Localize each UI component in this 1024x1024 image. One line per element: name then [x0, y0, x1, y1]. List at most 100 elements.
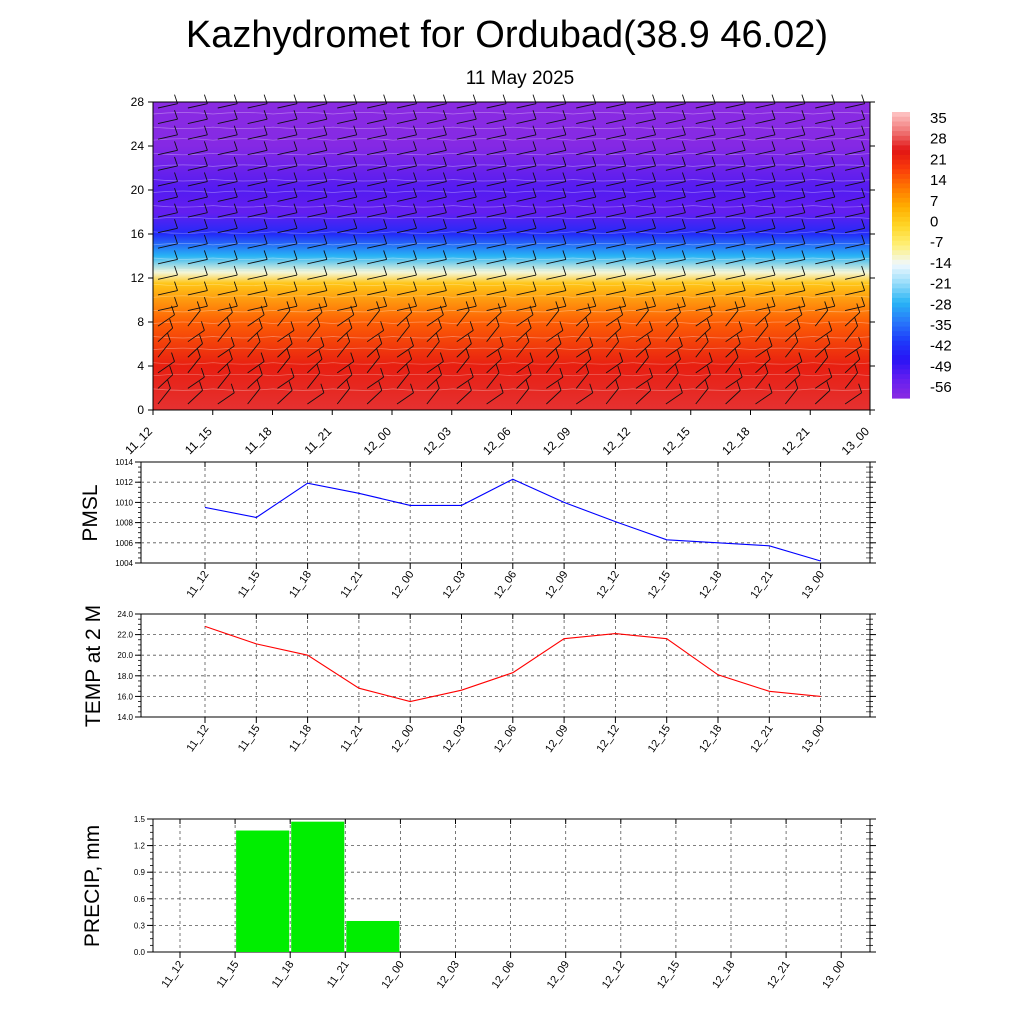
x-tick-label: 11_15	[236, 723, 263, 754]
colorbar-swatch	[892, 188, 910, 194]
y-tick-label: 1010	[115, 498, 133, 507]
colorbar-swatch	[892, 226, 910, 232]
colorbar-swatch	[892, 316, 910, 323]
colorbar-swatch	[892, 259, 910, 266]
heatmap-x-tick-label: 11_12	[122, 424, 155, 457]
colorbar-swatch	[892, 202, 910, 208]
colorbar-swatch	[892, 193, 910, 199]
heatmap-x-tick-label: 12_06	[480, 424, 514, 458]
colorbar-swatch	[892, 150, 910, 156]
x-tick-label: 11_21	[325, 959, 352, 990]
x-tick-label: 12_03	[435, 959, 462, 991]
heatmap-x-tick-label: 12_03	[420, 424, 454, 458]
colorbar-swatch	[892, 207, 910, 213]
x-tick-label: 13_00	[800, 723, 827, 755]
x-tick-label: 12_12	[594, 569, 621, 601]
x-tick-label: 12_18	[710, 959, 737, 991]
colorbar-label: -7	[930, 234, 943, 251]
y-tick-label: 16.0	[117, 692, 133, 701]
colorbar-swatch	[892, 116, 910, 123]
colorbar-swatch	[892, 297, 910, 304]
heatmap-x-tick-label: 12_12	[600, 424, 634, 458]
y-tick-label: 18.0	[117, 672, 133, 681]
colorbar-swatch	[892, 274, 910, 280]
colorbar-label: 35	[930, 110, 947, 127]
colorbar-swatch	[892, 197, 910, 204]
colorbar-swatch	[892, 212, 910, 218]
x-tick-label: 11_12	[160, 959, 187, 990]
colorbar-swatch	[892, 283, 910, 289]
colorbar-swatch	[892, 183, 910, 189]
x-tick-label: 12_18	[697, 723, 724, 755]
y-tick-label: 1012	[115, 478, 133, 487]
heatmap-y-tick-label: 16	[131, 227, 145, 241]
colorbar-swatch	[892, 250, 910, 256]
colorbar-swatch	[892, 321, 910, 328]
heatmap-x-tick-label: 12_00	[361, 424, 395, 458]
colorbar-swatch	[892, 255, 910, 261]
colorbar-label: -35	[930, 317, 952, 334]
colorbar-swatch	[892, 383, 910, 390]
y-tick-label: 22.0	[117, 631, 133, 640]
colorbar-swatch	[892, 173, 910, 180]
chart-subtitle: 11 May 2025	[466, 68, 574, 89]
colorbar-swatch	[892, 235, 910, 242]
x-tick-label: 13_00	[800, 569, 827, 601]
colorbar-label: -14	[930, 255, 952, 272]
colorbar-label: 28	[930, 131, 947, 148]
y-axis-label: PRECIP, mm	[81, 825, 104, 947]
heatmap-x-tick-label: 12_09	[540, 424, 574, 458]
chart-title: Kazhydromet for Ordubad(38.9 46.02)	[186, 14, 828, 56]
colorbar-swatch	[892, 331, 910, 337]
x-tick-label: 12_00	[389, 723, 416, 755]
colorbar-label: 14	[930, 172, 947, 189]
colorbar-swatch	[892, 359, 910, 366]
y-axis-label: PMSL	[79, 484, 102, 541]
wind-barbs	[157, 94, 866, 405]
heatmap-panel: 0 4 8 12 16 20 24 28 11_12 11_15 11_18 11_21 12_00 12…	[122, 94, 875, 458]
x-tick-label: 12_09	[543, 569, 570, 601]
colorbar-swatch	[892, 221, 910, 227]
colorbar-swatch	[892, 269, 910, 275]
y-tick-label: 1008	[115, 519, 133, 528]
heatmap-y-tick-label: 8	[137, 315, 144, 329]
colorbar-swatch	[892, 312, 910, 318]
colorbar-label: 0	[930, 214, 938, 231]
colorbar-swatch	[892, 326, 910, 332]
y-tick-label: 1014	[115, 458, 133, 467]
colorbar-swatch	[892, 374, 910, 380]
colorbar-swatch	[892, 135, 910, 142]
x-tick-label: 12_15	[646, 723, 673, 755]
y-tick-label: 1.2	[134, 842, 146, 851]
y-tick-label: 0.6	[134, 895, 146, 904]
colorbar-swatch	[892, 178, 910, 185]
x-tick-label: 11_18	[287, 723, 314, 754]
x-tick-label: 12_12	[600, 959, 627, 991]
x-tick-label: 11_18	[270, 959, 297, 990]
colorbar-swatch	[892, 336, 910, 342]
y-tick-label: 0.3	[134, 921, 146, 930]
colorbar-swatch	[892, 169, 910, 175]
x-tick-label: 12_18	[697, 569, 724, 601]
heatmap-x-tick-label: 11_15	[182, 424, 215, 457]
colorbar-swatch	[892, 364, 910, 370]
x-tick-label: 11_12	[185, 569, 212, 600]
x-tick-label: 12_06	[492, 569, 519, 601]
heatmap-x-tick-label: 12_15	[659, 424, 693, 458]
x-tick-label: 12_15	[655, 959, 682, 991]
x-tick-label: 12_09	[545, 959, 572, 991]
y-tick-label: 20.0	[117, 651, 133, 660]
x-tick-label: 12_21	[748, 723, 775, 755]
pmsl-panel: 1004 1006 1008 1010 1012 1014 11_12 11_15 11_18 1…	[79, 458, 876, 601]
contour-lines	[152, 112, 874, 391]
heatmap-y-tick-label: 28	[131, 95, 145, 109]
y-tick-label: 1004	[115, 559, 133, 568]
heatmap-y-tick-label: 0	[137, 403, 144, 417]
colorbar-swatch	[892, 240, 910, 247]
x-tick-label: 12_12	[594, 723, 621, 755]
heatmap-x-tick-label: 13_00	[839, 424, 873, 458]
colorbar-swatch	[892, 345, 910, 351]
x-tick-label: 12_06	[490, 959, 517, 991]
x-tick-label: 11_18	[287, 569, 314, 600]
